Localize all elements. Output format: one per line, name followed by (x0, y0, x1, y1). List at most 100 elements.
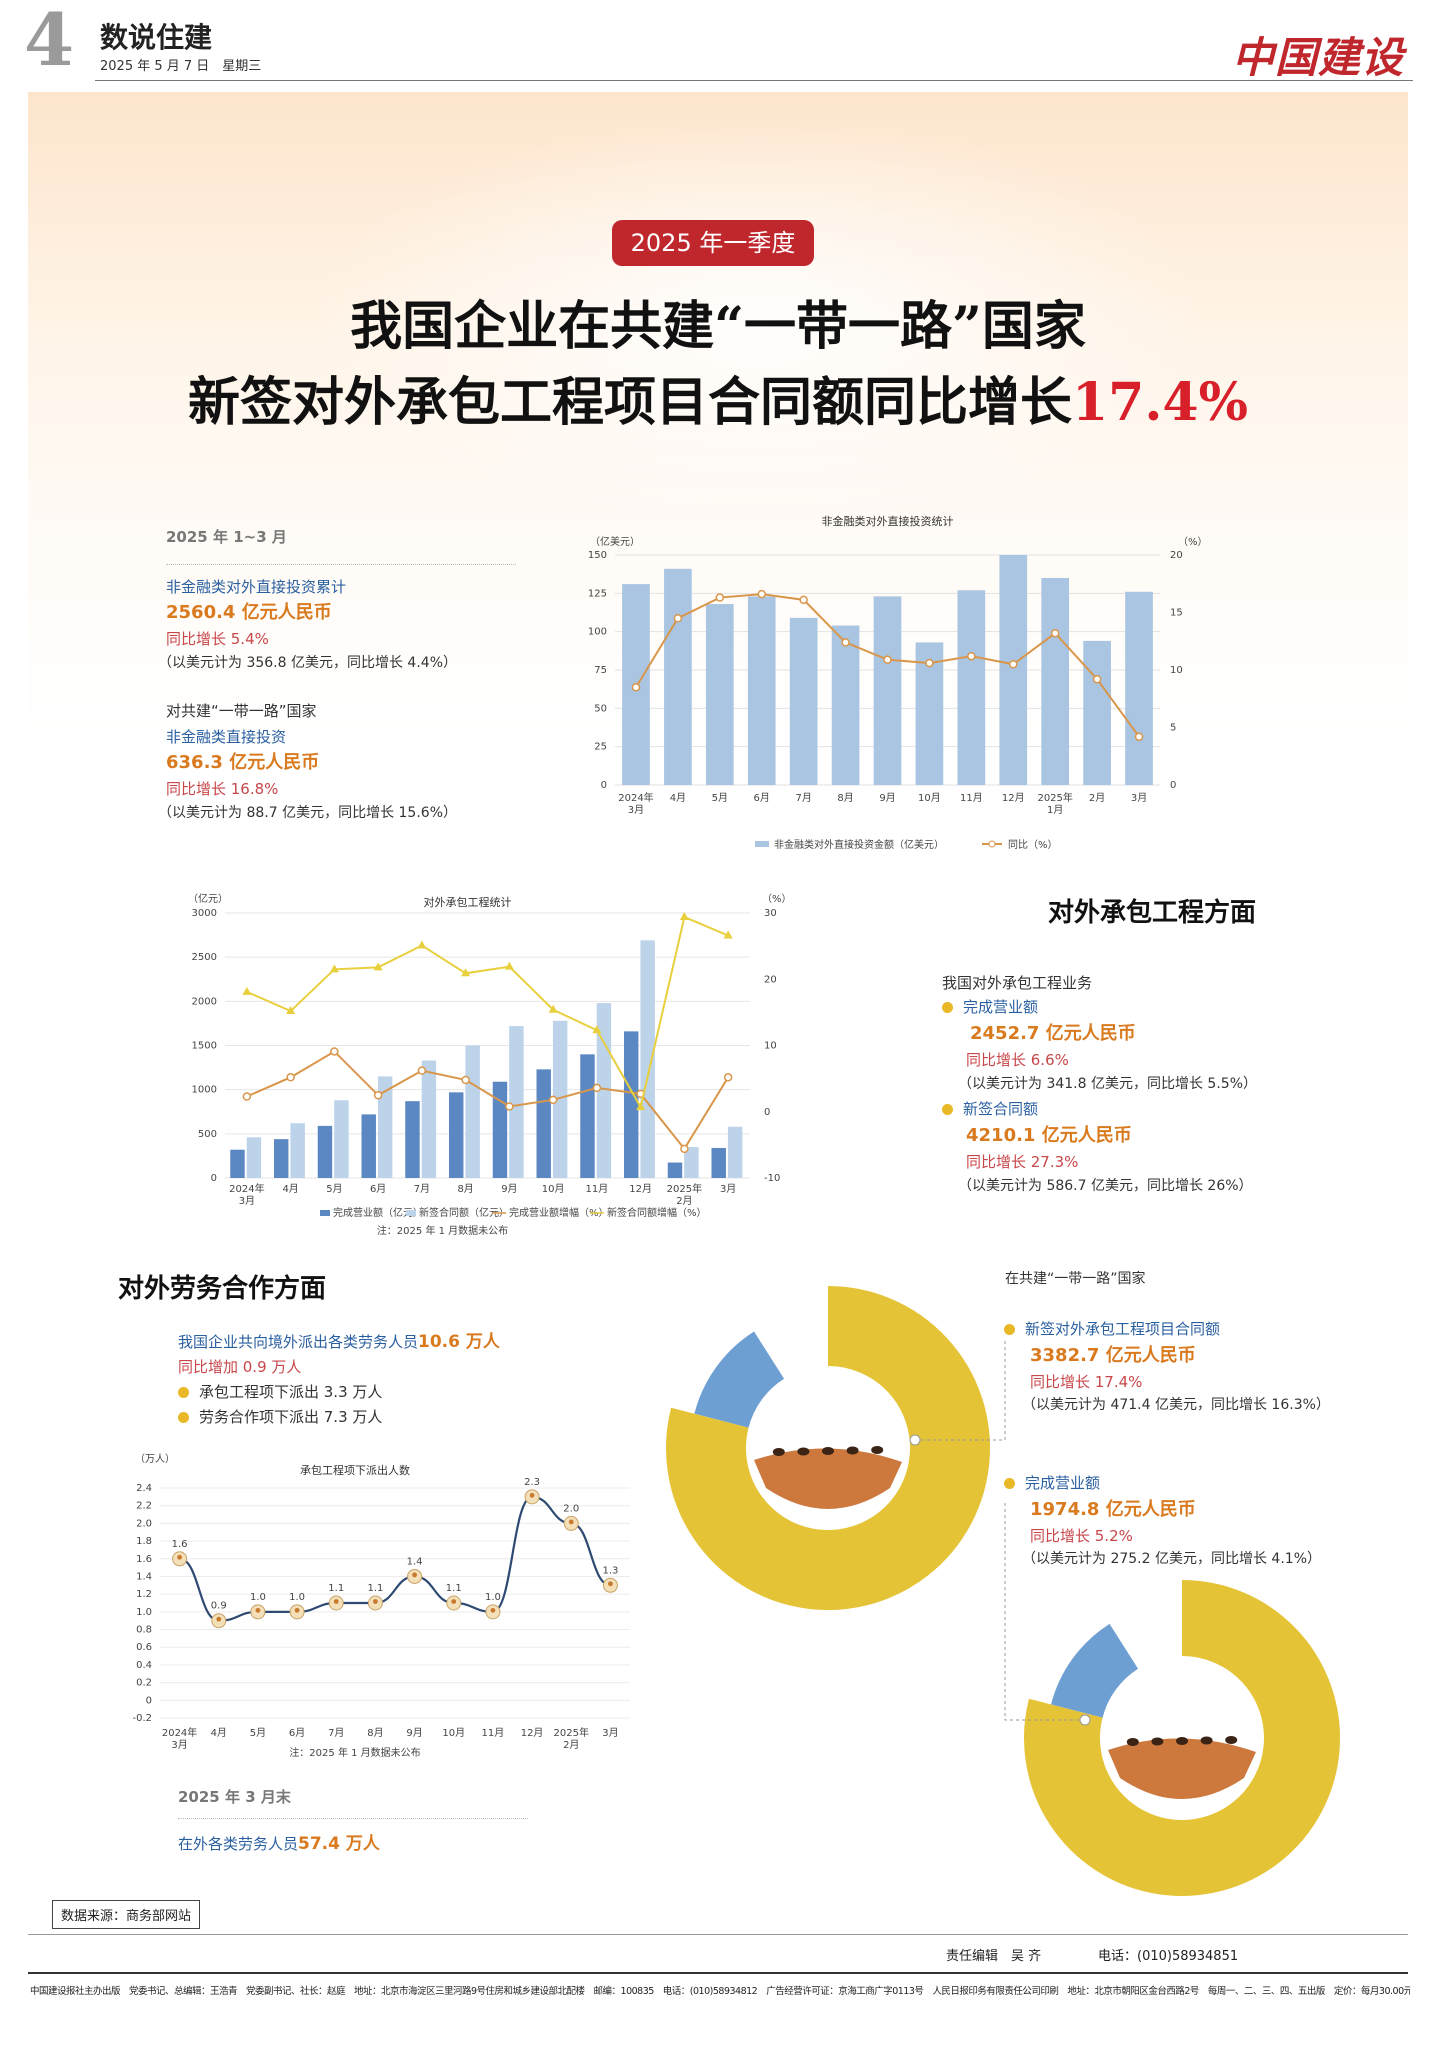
y-tick: 1.8 (136, 1536, 152, 1547)
point-yoy (799, 595, 808, 605)
editor-phone: 电话：(010)58934851 (1098, 1949, 1239, 1964)
headline-highlight: 17.4% (1071, 372, 1249, 433)
belt-road-donuts (666, 1286, 1340, 1896)
y-tick: 0 (146, 1695, 152, 1706)
y-tick: 2.2 (136, 1501, 152, 1512)
worker-icon (412, 1572, 417, 1578)
x-tick: 2月 (1089, 792, 1105, 804)
x-tick: 10月 (542, 1183, 565, 1195)
y-tick-left: 3000 (192, 908, 217, 919)
bar-revenue (274, 1139, 289, 1178)
worker-icon (451, 1599, 457, 1604)
y-axis-unit-right: （%） (1178, 536, 1208, 548)
labor-end-value: 57.4 万人 (298, 1834, 380, 1854)
page-number: 4 (24, 0, 75, 82)
bar-revenue (230, 1149, 245, 1178)
donut-blue-segment (694, 1331, 785, 1429)
donut-contract (666, 1286, 990, 1610)
y-axis-unit: （万人） (135, 1453, 175, 1465)
point-yoy (967, 651, 976, 661)
labor-growth: 同比增加 0.9 万人 (178, 1358, 302, 1376)
bar-revenue (492, 1081, 508, 1178)
investment-total-usd: （以美元计为 356.8 亿美元，同比增长 4.4%） (158, 655, 457, 671)
contracting-contract-usd: （以美元计为 586.7 亿美元，同比增长 26%） (958, 1178, 1253, 1194)
line-contract-growth (246, 915, 729, 1110)
bar-contract (552, 1020, 568, 1178)
worker-icon (373, 1599, 378, 1604)
bar-contract (509, 1026, 524, 1178)
belt-road-contract-value: 3382.7 亿元人民币 (1030, 1345, 1196, 1366)
point-yoy (1092, 674, 1102, 684)
line-revenue-growth-point (461, 1075, 470, 1085)
camel-icon (846, 1446, 859, 1455)
x-tick: 6月 (289, 1727, 305, 1739)
labor-intro-line: 我国企业共向境外派出各类劳务人员10.6 万人 (178, 1334, 500, 1351)
bar-revenue (405, 1101, 420, 1178)
bar-contract (596, 1003, 612, 1178)
x-tick: 3月 (720, 1183, 736, 1195)
data-label: 1.4 (407, 1556, 423, 1567)
x-tick: 8月 (457, 1183, 473, 1195)
camel-icon (1151, 1737, 1164, 1746)
line-contract-growth-point (636, 1102, 646, 1111)
legend-label-bar: 非金融类对外直接投资金额（亿美元） (774, 838, 944, 851)
point-yoy (841, 638, 850, 647)
contracting-contract-value: 4210.1 亿元人民币 (966, 1125, 1132, 1146)
investment-rule (166, 564, 516, 565)
belt-road-contract-label: 新签对外承包工程项目合同额 (1004, 1322, 1220, 1337)
donut-blue-segment (1051, 1623, 1139, 1719)
labor-chart: 承包工程项下派出人数 （万人） -0.2 0 0.2 0.4 0.6 0.8 1.0 1.2 1.4… (132, 1453, 630, 1758)
bar-investment (705, 604, 734, 785)
x-tick: 3月 (602, 1727, 618, 1739)
bar-contract (421, 1060, 437, 1178)
y-tick: 1.2 (136, 1589, 152, 1600)
y-tick: 0.2 (136, 1678, 152, 1689)
y-tick-left: 0 (211, 1173, 217, 1184)
bottom-rule (28, 1934, 1408, 1935)
line-revenue-growth (246, 1050, 729, 1151)
belt-road-revenue-label-text: 完成营业额 (1025, 1474, 1101, 1492)
contracting-chart: 对外承包工程统计 （亿元） （%） 0 500 1000 1500 2000 2500 3000 -… (188, 892, 792, 1237)
bullet-icon (178, 1387, 189, 1398)
x-tick: 12月 (1002, 792, 1025, 804)
x-tick: 8月 (837, 792, 853, 804)
data-label: 1.0 (289, 1592, 305, 1603)
bar-investment (1083, 640, 1111, 785)
x-tick: 2025年 (667, 1182, 702, 1195)
y-tick-right: 20 (1170, 550, 1183, 561)
contracting-revenue-growth: 同比增长 6.6% (966, 1051, 1069, 1069)
y-tick-left: 100 (588, 627, 607, 638)
contracting-contract-label: 新签合同额 (942, 1102, 1038, 1117)
x-tick: 2024年 (618, 791, 653, 804)
worker-icon (294, 1607, 300, 1613)
x-tick: 7月 (414, 1183, 430, 1195)
bar-investment (831, 625, 860, 785)
x-tick: 4月 (211, 1727, 227, 1739)
x-tick: 2月 (676, 1195, 692, 1207)
labor-intro-value: 10.6 万人 (418, 1332, 500, 1352)
bar-contract (640, 940, 655, 1178)
y-tick: 2.4 (136, 1483, 152, 1494)
line-contract-growth-point (504, 961, 514, 970)
contracting-revenue-label-text: 完成营业额 (963, 998, 1039, 1016)
y-tick-left: 150 (588, 550, 607, 561)
point-yoy (757, 589, 766, 599)
contracting-intro: 我国对外承包工程业务 (942, 974, 1093, 992)
y-tick-left: 1000 (192, 1085, 217, 1096)
leader-line (915, 1340, 1006, 1441)
y-tick-left: 50 (594, 703, 607, 714)
point-yoy (673, 614, 683, 623)
bar-investment (664, 568, 692, 785)
quarter-badge-text: 2025 年一季度 (630, 229, 796, 257)
x-tick: 12月 (521, 1727, 544, 1739)
y-tick-right: 0 (764, 1107, 770, 1118)
belt-road-revenue-label: 完成营业额 (1004, 1476, 1100, 1491)
line-revenue-growth-point (723, 1073, 733, 1082)
x-tick: 8月 (367, 1727, 383, 1739)
line-contract-growth-point (592, 1025, 602, 1034)
bar-investment (957, 590, 986, 785)
chart-note: 注：2025 年 1 月数据未公布 (377, 1224, 508, 1237)
bar-investment (1125, 591, 1153, 785)
y-tick-right: 5 (1170, 723, 1176, 734)
worker-icon (177, 1554, 182, 1560)
